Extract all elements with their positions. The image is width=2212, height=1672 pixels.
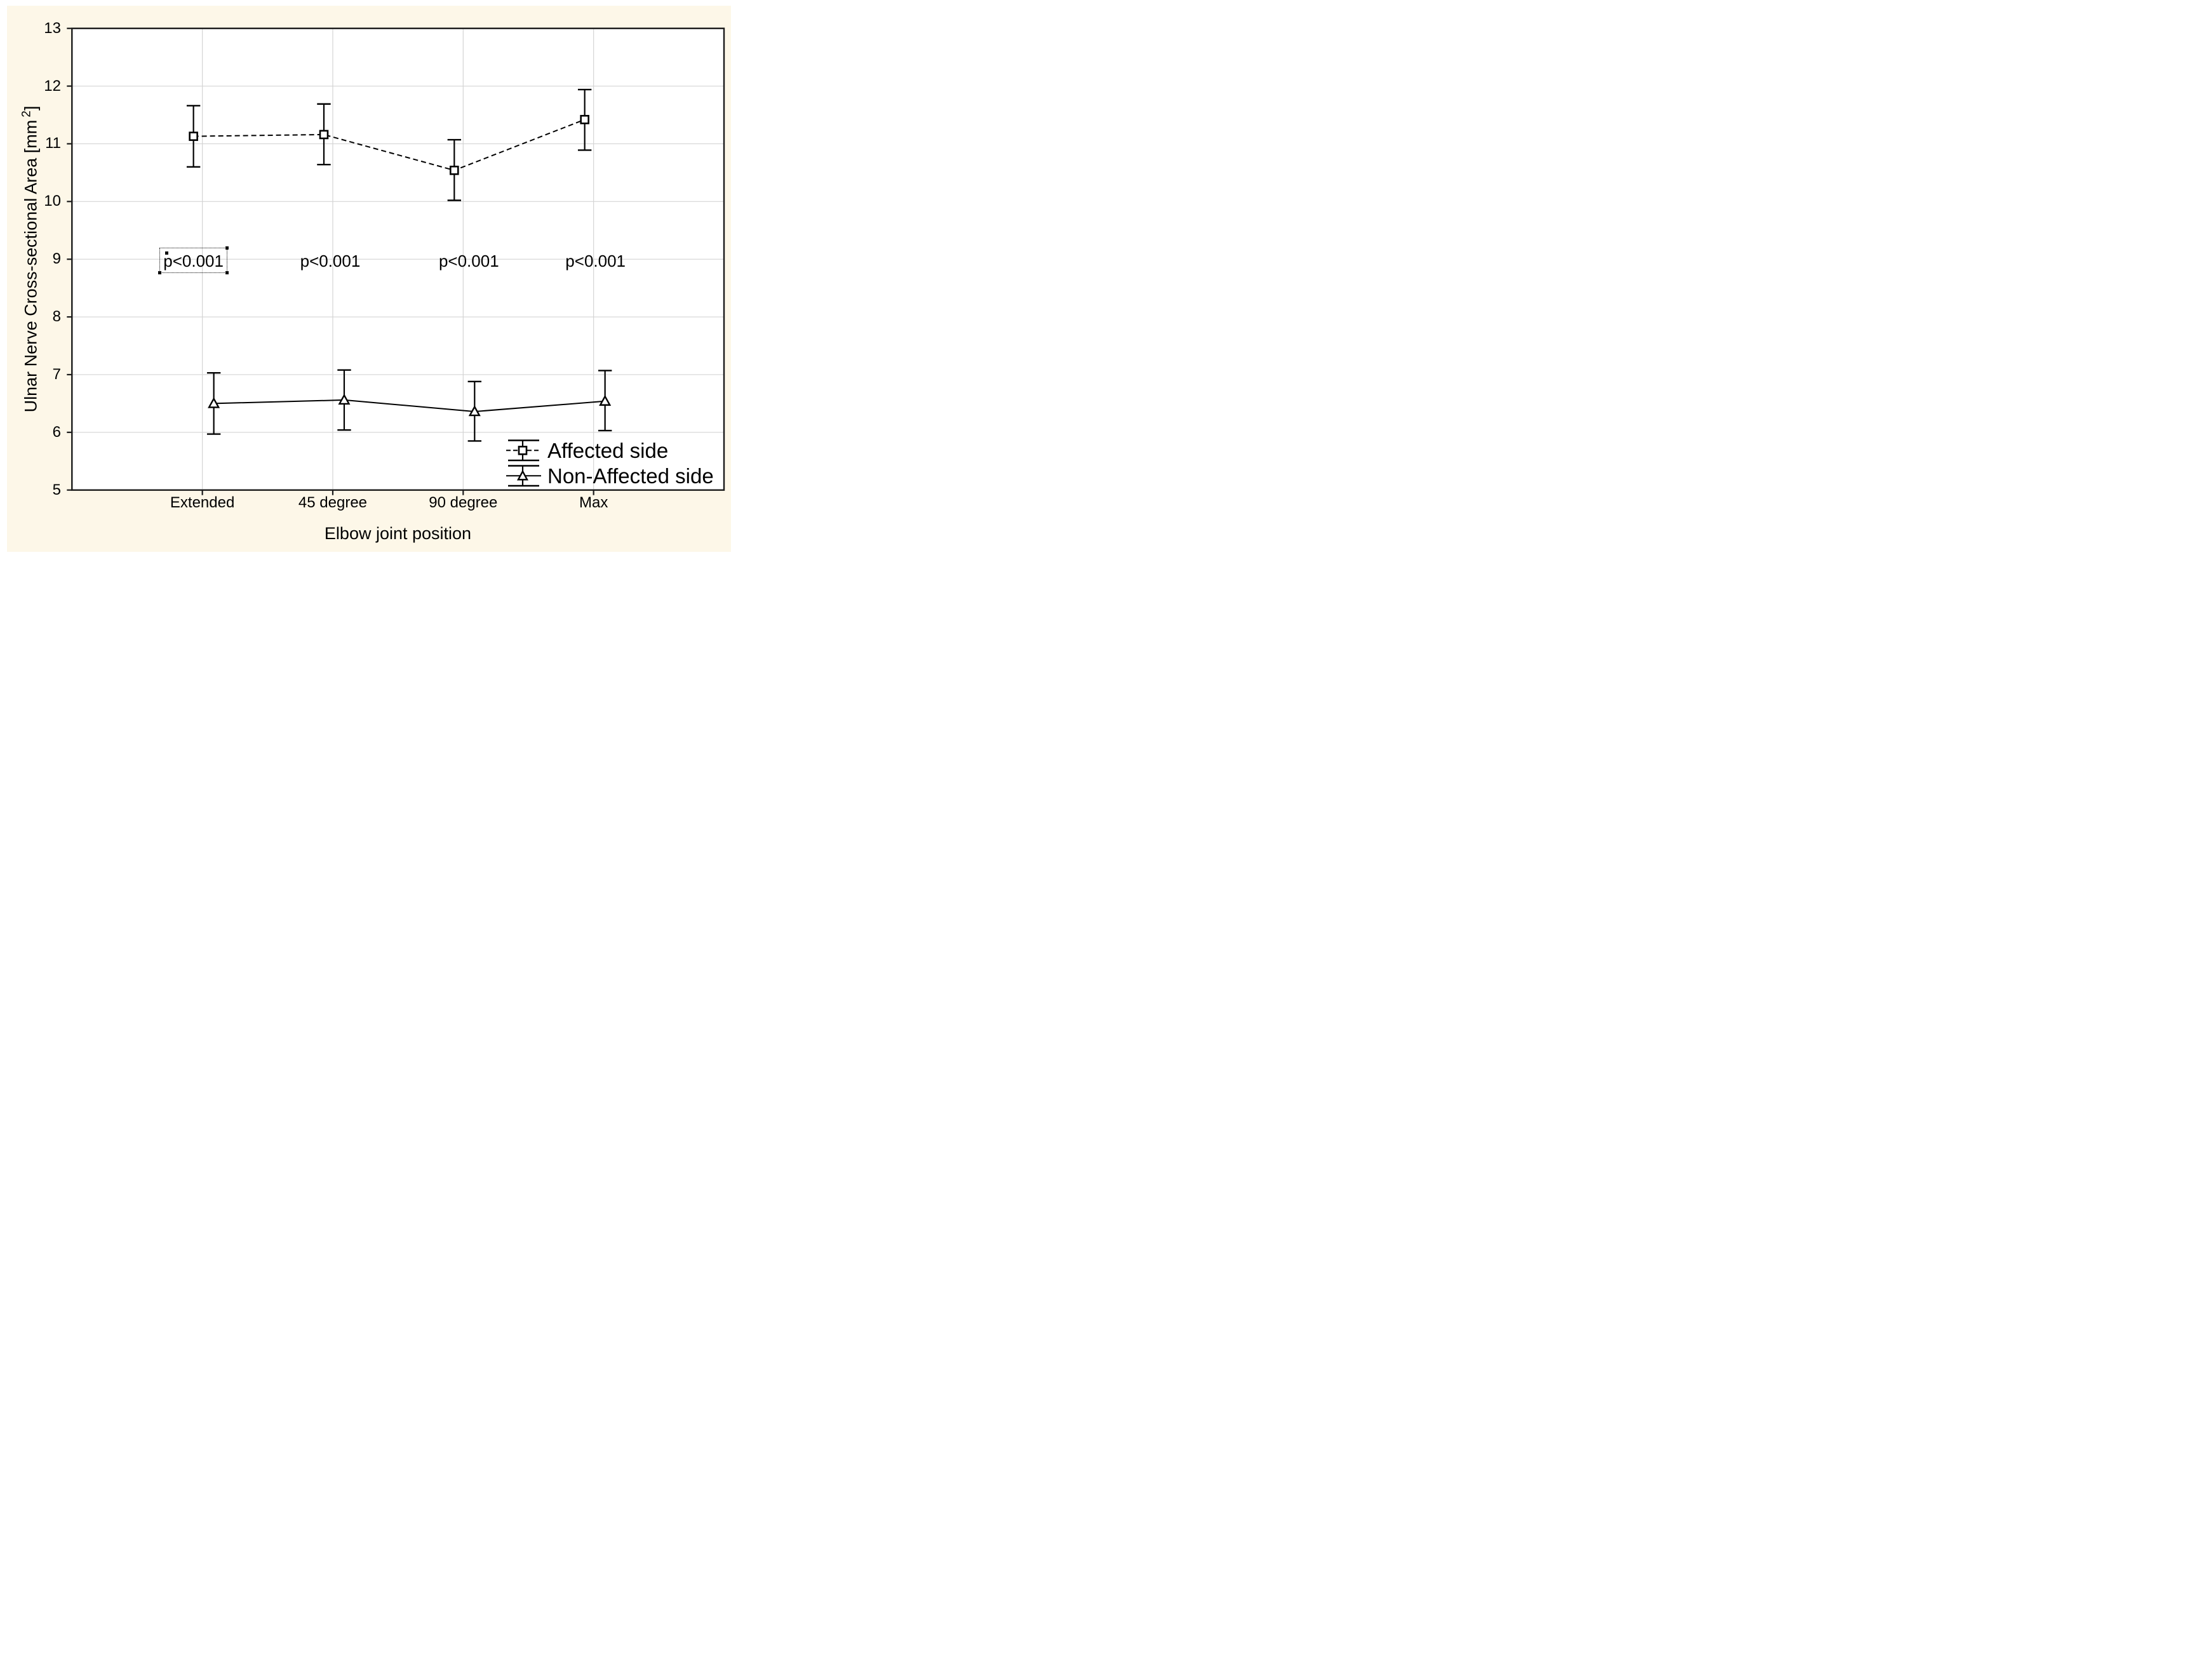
square-marker	[580, 114, 589, 124]
y-tick-label: 9	[52, 250, 61, 268]
selection-handle[interactable]	[158, 271, 162, 274]
y-tick-label: 13	[44, 19, 61, 37]
series-non-affected	[206, 369, 612, 442]
legend-label-affected: Affected side	[547, 439, 669, 462]
annotation-selection-box[interactable]	[158, 246, 229, 274]
selection-handle[interactable]	[225, 246, 229, 250]
legend-triangle-marker	[516, 469, 529, 481]
legend-symbol-non-affected	[506, 465, 541, 487]
series-affected	[186, 88, 592, 201]
square-marker	[189, 131, 198, 141]
p-value-label[interactable]: p<0.001	[300, 251, 361, 271]
y-tick-label: 10	[44, 192, 61, 210]
y-axis-title-superscript: 2	[20, 110, 34, 117]
y-tick-label: 12	[44, 77, 61, 95]
y-tick-label: 5	[52, 481, 61, 498]
series-line	[213, 399, 605, 413]
triangle-marker	[208, 397, 220, 408]
square-marker	[450, 165, 459, 175]
legend-symbol-affected	[506, 439, 541, 462]
x-tick-label: 45 degree	[298, 494, 368, 511]
legend-square-marker	[518, 446, 528, 455]
y-tick-label: 11	[45, 135, 61, 152]
y-tick-label: 6	[52, 423, 61, 441]
selection-handle[interactable]	[225, 271, 229, 274]
y-tick-label: 7	[52, 365, 61, 383]
legend-label-non-affected: Non-Affected side	[547, 464, 714, 488]
x-axis-title: Elbow joint position	[324, 524, 472, 543]
y-tick-label: 8	[52, 308, 61, 326]
square-marker	[319, 130, 329, 140]
chart-canvas: Ulnar Nerve Cross-sectional Area [mm2] E…	[0, 0, 737, 558]
x-tick-label: Max	[579, 494, 608, 511]
x-tick-label: Extended	[170, 494, 235, 511]
triangle-marker	[599, 394, 612, 406]
triangle-marker	[468, 405, 481, 417]
p-value-label[interactable]: p<0.001	[163, 251, 224, 271]
x-tick-label: 90 degree	[429, 494, 498, 511]
y-axis-title-suffix: ]	[21, 105, 41, 111]
p-value-label[interactable]: p<0.001	[565, 251, 626, 271]
triangle-marker	[338, 393, 351, 405]
selection-handle[interactable]	[165, 251, 169, 255]
plot-area	[67, 27, 725, 495]
p-value-label[interactable]: p<0.001	[438, 251, 499, 271]
